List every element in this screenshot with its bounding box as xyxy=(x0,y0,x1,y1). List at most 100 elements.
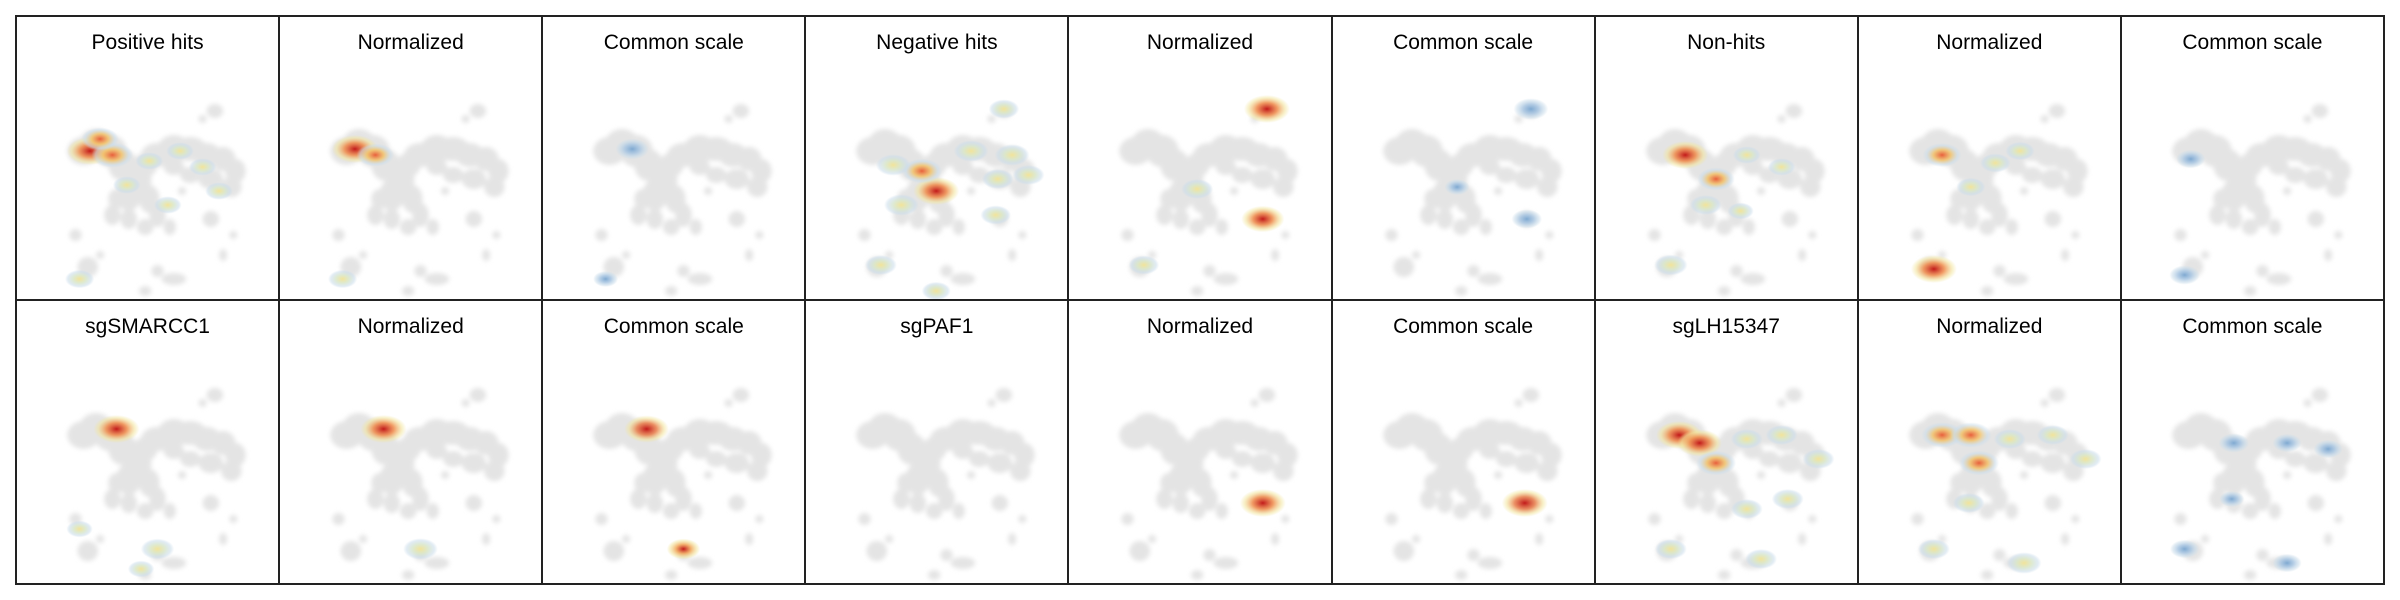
cell-cluster xyxy=(1785,104,1802,119)
cell-cluster xyxy=(1173,492,1190,513)
panel-title: Normalized xyxy=(1146,31,1254,54)
cell-cluster xyxy=(163,443,185,459)
cell-cluster xyxy=(1781,210,1798,227)
cell-cluster xyxy=(675,202,692,227)
density-hotspot xyxy=(1727,202,1754,220)
cell-cluster xyxy=(1514,399,1523,408)
cell-cluster xyxy=(1250,452,1276,473)
cell-cluster xyxy=(139,285,152,296)
cell-cluster xyxy=(1797,248,1806,261)
cell-cluster xyxy=(1273,460,1294,481)
density-hotspot xyxy=(876,154,911,176)
cell-cluster xyxy=(706,450,727,467)
cell-cluster xyxy=(443,166,464,183)
panel-title: Normalized xyxy=(1936,31,2043,54)
cell-cluster xyxy=(1740,272,1765,285)
cell-cluster xyxy=(1201,202,1219,227)
panel-title: sgLH15347 xyxy=(1672,315,1780,338)
cell-cluster xyxy=(1277,443,1299,467)
cell-cluster xyxy=(2225,208,2242,229)
density-hotspot xyxy=(1695,450,1736,476)
cell-cluster xyxy=(149,486,166,511)
panel-title: Common scale xyxy=(2182,315,2323,338)
cell-cluster xyxy=(163,218,176,235)
umap-density-plot xyxy=(1909,388,2102,580)
density-hotspot xyxy=(1958,450,1999,476)
density-hotspot xyxy=(884,194,920,216)
density-hotspot xyxy=(127,560,155,578)
density-hotspot xyxy=(2069,448,2102,469)
density-hotspot xyxy=(995,144,1030,166)
cell-cluster xyxy=(1191,285,1204,296)
cell-cluster xyxy=(1214,556,1239,569)
cell-cluster xyxy=(2266,272,2292,285)
cell-cluster xyxy=(1797,532,1806,545)
cell-cluster xyxy=(2040,452,2065,473)
cell-cluster xyxy=(665,569,678,580)
cell-cluster xyxy=(2282,470,2292,479)
cell-cluster xyxy=(2040,168,2065,189)
chart-panel: Common scale xyxy=(1330,299,1596,585)
density-hotspot xyxy=(593,270,619,287)
cell-cluster xyxy=(484,460,505,481)
cell-cluster xyxy=(136,218,154,235)
cell-cluster xyxy=(724,115,733,124)
cell-cluster xyxy=(367,488,384,509)
density-hotspot xyxy=(1661,141,1708,169)
density-hotspot xyxy=(2036,425,2069,445)
cell-cluster xyxy=(2330,159,2351,183)
density-hotspot xyxy=(2176,149,2206,169)
density-hotspot xyxy=(988,99,1020,119)
density-hotspot xyxy=(153,196,182,214)
cell-cluster xyxy=(2334,514,2343,523)
cell-cluster xyxy=(926,218,943,235)
umap-density-plot xyxy=(328,104,509,296)
cell-cluster xyxy=(2303,115,2312,124)
cell-cluster xyxy=(1464,486,1482,511)
cell-cluster xyxy=(332,228,345,241)
cell-cluster xyxy=(163,502,176,519)
cell-embedding xyxy=(1382,388,1562,580)
cell-cluster xyxy=(2243,285,2257,296)
cell-cluster xyxy=(952,502,966,519)
cell-cluster xyxy=(1950,472,1967,493)
umap-density-plot xyxy=(66,388,246,580)
cell-cluster xyxy=(2241,502,2259,519)
cell-cluster xyxy=(1454,285,1467,296)
cell-cluster xyxy=(2209,488,2226,509)
cell-cluster xyxy=(1978,218,1996,235)
cell-cluster xyxy=(1160,188,1178,209)
cell-cluster xyxy=(1777,115,1786,124)
cell-cluster xyxy=(163,159,185,175)
cell-cluster xyxy=(1493,186,1502,195)
cell-cluster xyxy=(1544,230,1553,239)
panel-title: Normalized xyxy=(1146,315,1254,338)
chart-panel: Non-hits xyxy=(1593,15,1859,301)
cell-cluster xyxy=(2044,494,2061,511)
cell-cluster xyxy=(332,512,345,525)
cell-cluster xyxy=(2303,168,2328,189)
cell-cluster xyxy=(732,104,750,119)
cell-cluster xyxy=(108,188,125,209)
cell-cluster xyxy=(967,470,976,479)
cell-cluster xyxy=(991,494,1009,511)
cell-cluster xyxy=(1993,548,2006,561)
cell-cluster xyxy=(426,443,448,459)
density-hotspot xyxy=(921,281,952,299)
cell-cluster xyxy=(469,104,487,119)
density-hotspot xyxy=(2218,433,2249,453)
cell-cluster xyxy=(1544,514,1553,523)
cell-cluster xyxy=(1540,443,1562,467)
cell-cluster xyxy=(950,556,976,569)
density-hotspot xyxy=(1654,538,1687,559)
cell-cluster xyxy=(402,285,415,296)
cell-cluster xyxy=(1980,569,1994,580)
density-hotspot xyxy=(1240,488,1287,517)
cell-cluster xyxy=(1160,472,1178,493)
cell-embedding xyxy=(2172,104,2351,296)
cell-cluster xyxy=(1384,228,1398,241)
cell-cluster xyxy=(866,540,888,561)
cell-cluster xyxy=(1259,388,1276,403)
cell-cluster xyxy=(630,204,647,225)
density-hotspot xyxy=(81,127,119,151)
